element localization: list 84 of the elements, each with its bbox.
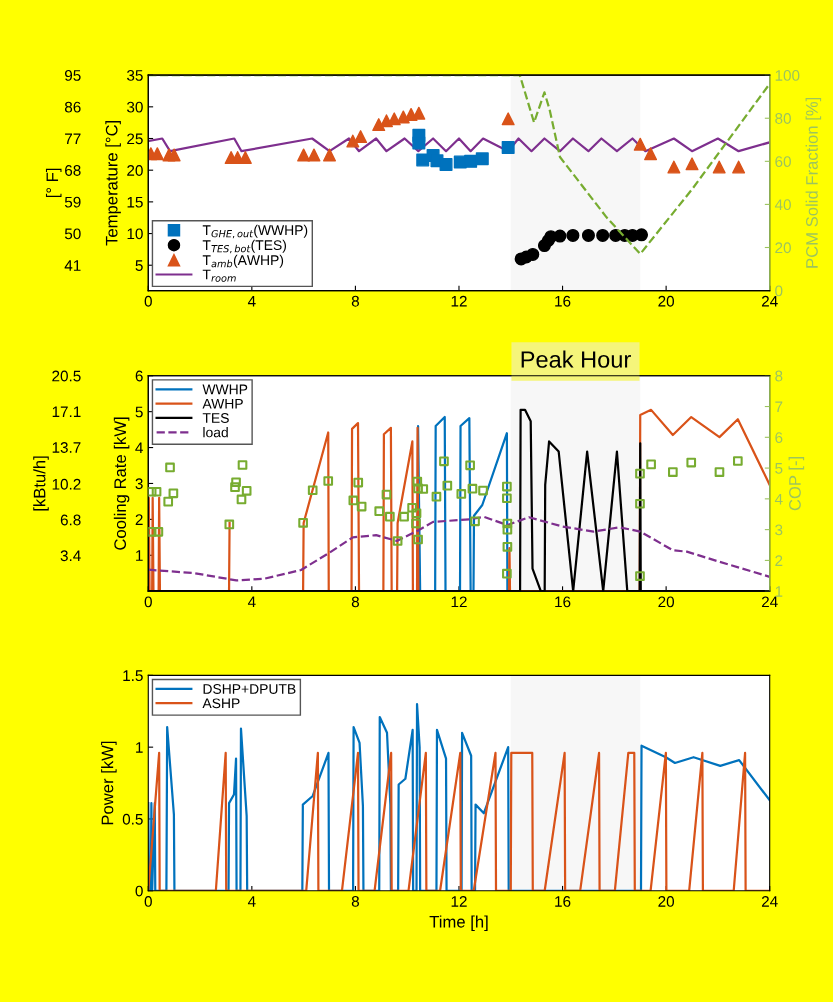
y-axis-title: Temperature [°C] <box>105 120 121 246</box>
y2-tick-label: 5 <box>775 463 783 474</box>
y2-axis-title: COP [-] <box>788 457 805 511</box>
x-tick-label: 0 <box>144 596 152 608</box>
y-tick-label: 30 <box>127 101 143 113</box>
x-tick-label: 0 <box>144 295 152 307</box>
x-tick-label: 12 <box>451 596 467 608</box>
y-tick-label: 3 <box>135 478 143 490</box>
y-tick-label: 25 <box>127 133 143 145</box>
y2-axis-title: PCM Solid Fraction [%] <box>805 97 822 268</box>
y3-tick-label: 20.5 <box>52 370 81 382</box>
legend-label: TES <box>202 413 229 423</box>
y3-axis-title: [° F] <box>45 168 62 198</box>
y3-tick-label: 95 <box>65 70 81 81</box>
y2-tick-label: 60 <box>775 156 791 168</box>
legend-label: T$_{TES,bot}$(TES) <box>202 239 287 254</box>
x-tick-label: 24 <box>761 896 778 907</box>
y-tick-label: 2 <box>135 514 143 525</box>
x-tick-label: 16 <box>555 596 571 608</box>
x-tick-label: 12 <box>451 896 467 907</box>
legend-label: load <box>203 427 228 438</box>
legend-label: DSHP+DPUTB <box>203 684 296 694</box>
y-tick-label: 4 <box>135 442 143 454</box>
x-tick-label: 20 <box>658 295 675 307</box>
legend-label: T$_{room}$ <box>202 269 236 282</box>
y-tick-label: 1 <box>136 550 143 561</box>
y2-tick-label: 0 <box>775 285 783 297</box>
y-axis-title: Cooling Rate [kW] <box>113 417 130 550</box>
y-tick-label: 20 <box>127 165 143 176</box>
y3-tick-label: 10.2 <box>52 478 81 490</box>
y2-tick-label: 80 <box>775 113 791 124</box>
x-tick-label: 16 <box>555 896 571 907</box>
y-tick-label: 10 <box>127 228 143 240</box>
y2-tick-label: 2 <box>775 555 783 566</box>
x-tick-label: 8 <box>351 295 359 307</box>
y-tick-label: 1.5 <box>123 670 143 682</box>
x-tick-label: 24 <box>761 596 778 608</box>
y3-tick-label: 3.4 <box>60 550 81 562</box>
y3-tick-label: 50 <box>64 228 81 240</box>
x-tick-label: 16 <box>555 295 571 307</box>
x-tick-label: 8 <box>351 596 359 608</box>
x-tick-label: 12 <box>451 295 467 307</box>
y-tick-label: 1 <box>136 742 143 753</box>
y2-tick-label: 8 <box>775 370 783 382</box>
y2-tick-label: 4 <box>774 493 783 505</box>
y3-tick-label: 17.1 <box>52 406 81 418</box>
x-tick-label: 20 <box>658 596 675 608</box>
y-tick-label: 5 <box>135 260 143 271</box>
legend-label: AWHP <box>202 398 243 409</box>
y2-tick-label: 7 <box>775 401 783 413</box>
y2-tick-label: 20 <box>775 242 791 254</box>
y2-tick-label: 40 <box>774 199 791 211</box>
y3-tick-label: 59 <box>64 196 81 208</box>
x-tick-label: 24 <box>761 295 778 307</box>
x-tick-label: 4 <box>247 296 256 307</box>
y3-tick-label: 6.8 <box>60 514 81 526</box>
x-tick-label: 20 <box>658 896 675 907</box>
y-tick-label: 0 <box>135 885 143 897</box>
band-label: Peak Hour <box>521 350 631 368</box>
x-tick-label: 0 <box>144 896 152 907</box>
y3-tick-label: 77 <box>65 133 81 145</box>
y2-tick-label: 3 <box>775 524 783 536</box>
x-tick-label: 4 <box>247 596 256 608</box>
legend-label: ASHP <box>202 698 240 709</box>
y3-tick-label: 86 <box>64 101 81 113</box>
legend-label: WWHP <box>202 384 248 395</box>
y3-axis-title: [kBtu/h] <box>33 456 49 511</box>
y2-tick-label: 100 <box>775 70 800 81</box>
y-axis-title: Power [kW] <box>101 741 117 825</box>
y-tick-label: 5 <box>135 406 143 418</box>
y-tick-label: 15 <box>127 196 143 208</box>
x-tick-label: 4 <box>247 896 256 907</box>
y2-tick-label: 1 <box>775 586 783 597</box>
y-tick-label: 35 <box>127 70 143 81</box>
y3-tick-label: 41 <box>64 260 81 271</box>
y-tick-label: 6 <box>135 370 143 382</box>
x-tick-label: 8 <box>351 896 359 907</box>
x-axis-title: Time [h] <box>429 915 488 931</box>
y3-tick-label: 13.7 <box>52 442 81 453</box>
legend-label: T$_{amb}$(AWHP) <box>202 254 284 268</box>
y-tick-label: 0.5 <box>122 813 143 825</box>
legend-label: T$_{GHE,out}$(WWHP) <box>202 224 308 239</box>
y3-tick-label: 68 <box>65 165 81 176</box>
y2-tick-label: 6 <box>775 432 783 443</box>
